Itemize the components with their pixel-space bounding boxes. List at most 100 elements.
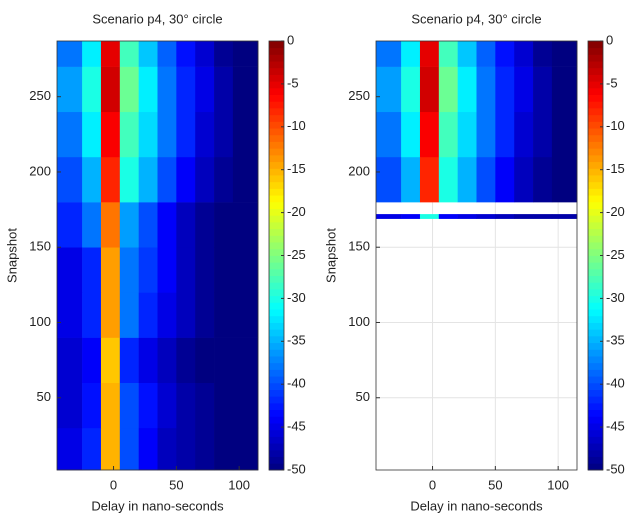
axes-frame: [56, 40, 259, 471]
heatmap-cell: [138, 292, 158, 338]
heatmap-cell: [551, 111, 578, 158]
heatmap-cell: [138, 111, 158, 158]
colorbar-swatch: [588, 362, 603, 370]
colorbar-swatch: [588, 87, 603, 96]
colorbar-swatch: [588, 101, 603, 109]
heatmap-cell: [57, 41, 83, 67]
colorbar-swatch: [269, 188, 284, 196]
colorbar-swatch: [588, 309, 603, 317]
colorbar-swatch: [269, 168, 284, 176]
colorbar-swatch: [269, 268, 284, 277]
y-axis-label: Snapshot: [4, 228, 19, 283]
heatmap-cell: [214, 427, 234, 471]
axes-frame: [375, 40, 578, 471]
heatmap-cell: [232, 247, 259, 293]
heatmap-cell: [495, 41, 515, 67]
heatmap-cell: [82, 427, 102, 471]
heatmap-cell: [82, 247, 102, 293]
colorbar-swatch: [269, 154, 284, 163]
heatmap-cell: [195, 382, 215, 429]
colorbar-swatch: [588, 141, 603, 149]
heatmap-cell: [100, 247, 121, 293]
heatmap-cell: [157, 292, 177, 338]
heatmap-cell: [438, 156, 458, 203]
heatmap-cell: [214, 41, 234, 67]
chart-title: Scenario p4, 30° circle: [411, 11, 541, 26]
colorbar-swatch: [269, 275, 284, 283]
colorbar-swatch: [269, 148, 284, 156]
heatmap-cell: [57, 337, 83, 383]
colorbar-swatch: [588, 67, 603, 75]
colorbar-swatch: [588, 208, 603, 216]
heatmap-cell: [176, 41, 196, 67]
colorbar-swatch: [269, 389, 284, 397]
colorbar-tick-label: -15: [287, 161, 306, 176]
heatmap-cell: [100, 427, 121, 471]
colorbar-swatch: [588, 54, 603, 62]
colorbar-swatch: [269, 416, 284, 424]
y-tick-label: 200: [348, 163, 370, 178]
y-tick-label: 200: [29, 163, 51, 178]
heatmap-cell: [533, 156, 553, 203]
heatmap-cell: [82, 202, 102, 248]
heatmap-cell: [214, 111, 234, 158]
heatmap-cell: [195, 247, 215, 293]
y-tick-label: 150: [29, 239, 51, 254]
colorbar-swatch: [588, 356, 603, 364]
colorbar-swatch: [588, 329, 603, 337]
heatmap-cell: [533, 66, 553, 113]
colorbar-swatch: [269, 362, 284, 370]
heatmap-cell: [176, 337, 196, 383]
colorbar-swatch: [588, 443, 603, 451]
colorbar-swatch: [588, 402, 603, 411]
heatmap-cell: [214, 247, 234, 293]
colorbar-swatch: [269, 41, 284, 49]
heatmap-cell: [495, 156, 515, 203]
heatmap-cell: [232, 382, 259, 429]
colorbar-swatch: [588, 349, 603, 357]
heatmap-cell: [195, 66, 215, 113]
heatmap-cell: [514, 66, 534, 113]
heatmap-cell: [533, 41, 553, 67]
colorbar-swatch: [269, 181, 284, 189]
heatmap-cell: [214, 337, 234, 383]
heatmap-cell: [401, 41, 421, 67]
heatmap-cell: [100, 382, 121, 429]
heatmap-cell: [176, 382, 196, 429]
heatmap-cell: [438, 214, 458, 219]
heatmap-cell: [551, 214, 578, 219]
colorbar-swatch: [269, 215, 284, 223]
colorbar-swatch: [588, 121, 603, 129]
heatmap-cell: [214, 66, 234, 113]
colorbar-swatch: [269, 436, 284, 444]
colorbar-swatch: [269, 242, 284, 250]
heatmap-cell: [176, 66, 196, 113]
heatmap-cell: [100, 111, 121, 158]
heatmap-cell: [495, 214, 515, 219]
heatmap-cell: [119, 247, 139, 293]
colorbar-tick-label: -40: [606, 376, 625, 391]
heatmap-cell: [138, 382, 158, 429]
heatmap-cell: [195, 337, 215, 383]
colorbar-swatch: [269, 282, 284, 290]
heatmap-cell: [157, 156, 177, 203]
colorbar-tick-label: -35: [606, 333, 625, 348]
colorbar-swatch: [269, 315, 284, 323]
heatmap-cell: [157, 382, 177, 429]
colorbar-swatch: [588, 268, 603, 277]
colorbar-tick-label: -20: [287, 204, 306, 219]
heatmap-cell: [457, 66, 477, 113]
colorbar-swatch: [588, 221, 603, 230]
heatmap-cell: [100, 202, 121, 248]
colorbar-swatch: [269, 342, 284, 350]
colorbar-swatch: [588, 148, 603, 156]
colorbar-swatch: [269, 302, 284, 310]
colorbar-swatch: [269, 309, 284, 317]
heatmap-cell: [176, 156, 196, 203]
heatmap-cell: [176, 247, 196, 293]
colorbar-swatch: [269, 356, 284, 364]
colorbar-swatch: [588, 315, 603, 323]
colorbar-swatch: [588, 423, 603, 431]
colorbar-tick-label: -20: [606, 204, 625, 219]
colorbar-swatch: [588, 382, 603, 390]
